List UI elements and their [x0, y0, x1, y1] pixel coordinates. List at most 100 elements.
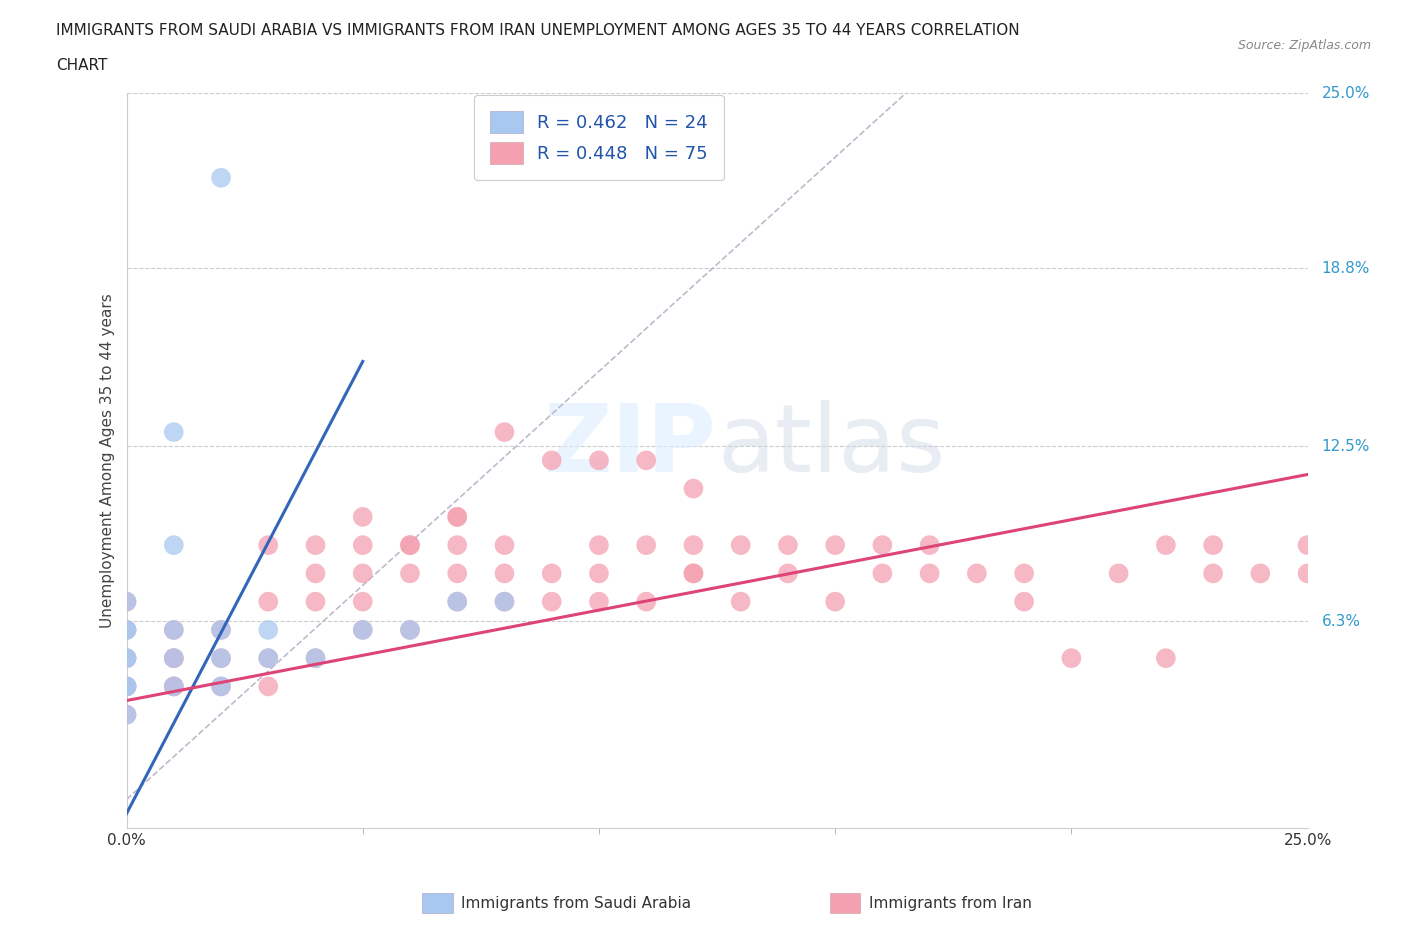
- Point: [163, 679, 186, 694]
- Point: [1249, 566, 1271, 581]
- Point: [1060, 651, 1083, 666]
- Point: [304, 651, 326, 666]
- Point: [257, 651, 280, 666]
- Point: [115, 651, 138, 666]
- Point: [115, 707, 138, 722]
- Point: [115, 679, 138, 694]
- Point: [636, 453, 658, 468]
- Point: [1012, 594, 1035, 609]
- Point: [446, 510, 468, 525]
- Point: [494, 594, 516, 609]
- Point: [446, 538, 468, 552]
- Point: [209, 622, 232, 637]
- Point: [918, 538, 941, 552]
- Point: [399, 622, 422, 637]
- Point: [115, 679, 138, 694]
- Point: [446, 594, 468, 609]
- Point: [588, 538, 610, 552]
- Text: atlas: atlas: [717, 400, 945, 492]
- Point: [730, 538, 752, 552]
- Point: [872, 566, 894, 581]
- Point: [399, 538, 422, 552]
- Point: [163, 679, 186, 694]
- Point: [730, 594, 752, 609]
- Point: [776, 538, 799, 552]
- Point: [209, 651, 232, 666]
- Point: [209, 622, 232, 637]
- Point: [257, 651, 280, 666]
- Point: [824, 538, 846, 552]
- Point: [115, 594, 138, 609]
- Point: [115, 707, 138, 722]
- Text: ZIP: ZIP: [544, 400, 717, 492]
- Point: [636, 538, 658, 552]
- Point: [446, 566, 468, 581]
- Text: 12.5%: 12.5%: [1322, 439, 1369, 454]
- Text: CHART: CHART: [56, 58, 108, 73]
- Point: [1296, 538, 1319, 552]
- Point: [636, 594, 658, 609]
- Point: [352, 566, 374, 581]
- Point: [682, 566, 704, 581]
- Point: [163, 651, 186, 666]
- Point: [540, 566, 562, 581]
- Point: [872, 538, 894, 552]
- Point: [540, 453, 562, 468]
- Point: [304, 594, 326, 609]
- Point: [115, 679, 138, 694]
- Point: [115, 651, 138, 666]
- Point: [115, 594, 138, 609]
- Point: [257, 622, 280, 637]
- Point: [776, 566, 799, 581]
- Point: [1154, 538, 1177, 552]
- Point: [399, 566, 422, 581]
- Text: 18.8%: 18.8%: [1322, 260, 1369, 275]
- Legend: R = 0.462   N = 24, R = 0.448   N = 75: R = 0.462 N = 24, R = 0.448 N = 75: [474, 95, 724, 180]
- Point: [540, 594, 562, 609]
- Point: [304, 566, 326, 581]
- Point: [163, 651, 186, 666]
- Point: [304, 538, 326, 552]
- Point: [494, 538, 516, 552]
- Point: [257, 679, 280, 694]
- Point: [682, 538, 704, 552]
- Text: Source: ZipAtlas.com: Source: ZipAtlas.com: [1237, 39, 1371, 52]
- Point: [163, 622, 186, 637]
- Y-axis label: Unemployment Among Ages 35 to 44 years: Unemployment Among Ages 35 to 44 years: [100, 293, 115, 628]
- Point: [494, 566, 516, 581]
- Point: [446, 510, 468, 525]
- Point: [588, 453, 610, 468]
- Point: [1108, 566, 1130, 581]
- Point: [209, 651, 232, 666]
- Point: [1012, 566, 1035, 581]
- Point: [115, 622, 138, 637]
- Point: [163, 622, 186, 637]
- Point: [209, 170, 232, 185]
- Point: [163, 425, 186, 440]
- Point: [1202, 538, 1225, 552]
- Point: [824, 594, 846, 609]
- Point: [115, 622, 138, 637]
- Point: [682, 481, 704, 496]
- Point: [352, 538, 374, 552]
- Point: [163, 679, 186, 694]
- Point: [446, 594, 468, 609]
- Point: [115, 679, 138, 694]
- Point: [494, 425, 516, 440]
- Point: [1202, 566, 1225, 581]
- Point: [352, 594, 374, 609]
- Text: 25.0%: 25.0%: [1322, 86, 1369, 100]
- Point: [257, 594, 280, 609]
- Point: [115, 622, 138, 637]
- Text: IMMIGRANTS FROM SAUDI ARABIA VS IMMIGRANTS FROM IRAN UNEMPLOYMENT AMONG AGES 35 : IMMIGRANTS FROM SAUDI ARABIA VS IMMIGRAN…: [56, 23, 1019, 38]
- Point: [1296, 566, 1319, 581]
- Point: [918, 566, 941, 581]
- Point: [588, 566, 610, 581]
- Point: [682, 566, 704, 581]
- Text: Immigrants from Iran: Immigrants from Iran: [869, 896, 1032, 910]
- Point: [399, 538, 422, 552]
- Point: [209, 679, 232, 694]
- Point: [966, 566, 988, 581]
- Point: [163, 538, 186, 552]
- Point: [209, 679, 232, 694]
